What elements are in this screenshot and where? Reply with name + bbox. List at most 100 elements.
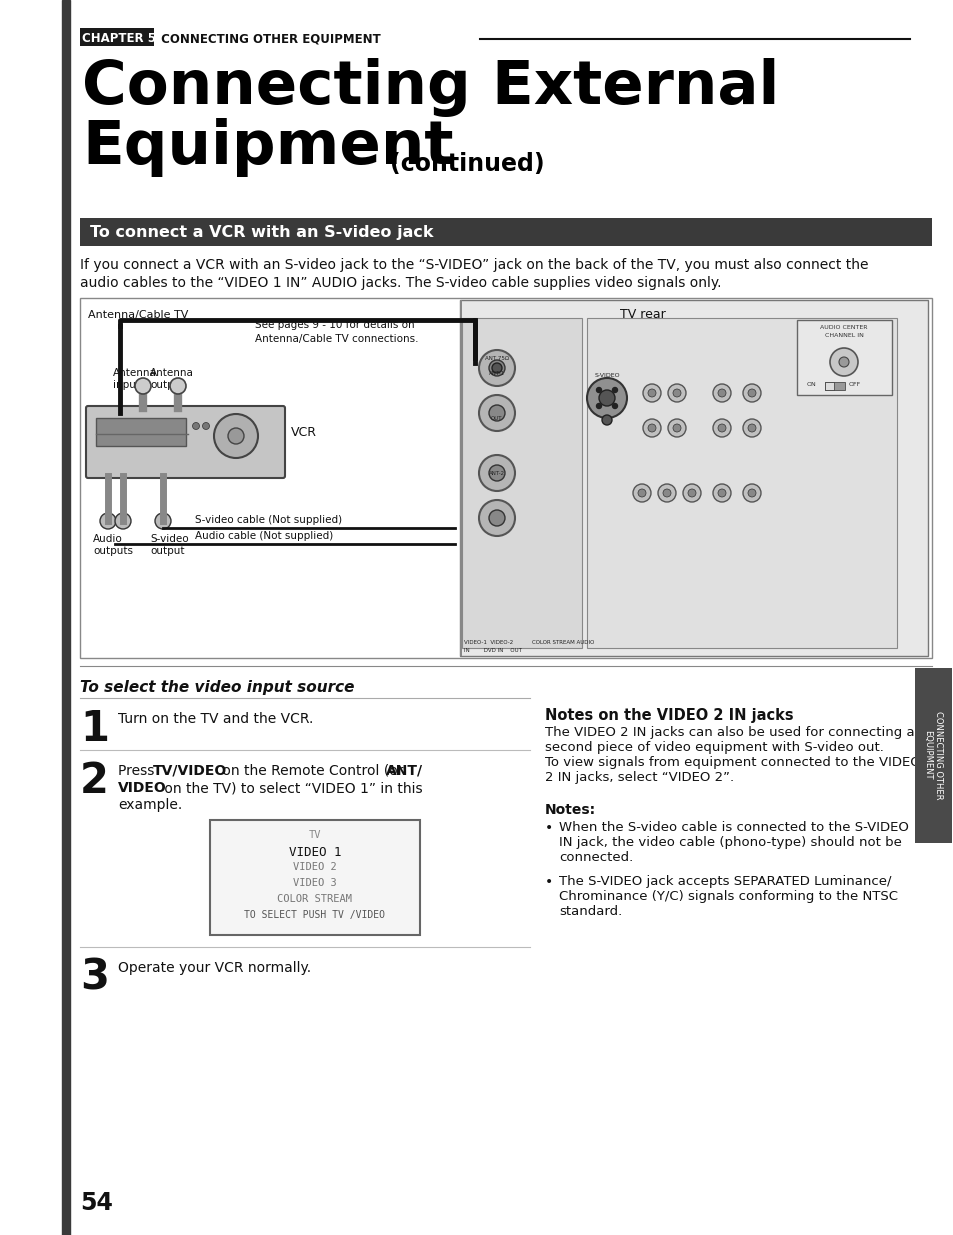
Text: OFF: OFF — [848, 382, 861, 387]
Text: IN        DVD IN    OUT: IN DVD IN OUT — [463, 648, 521, 653]
Circle shape — [154, 513, 171, 529]
Circle shape — [662, 489, 670, 496]
Text: VIDEO 2: VIDEO 2 — [293, 862, 336, 872]
Text: TO SELECT PUSH TV /VIDEO: TO SELECT PUSH TV /VIDEO — [244, 910, 385, 920]
Text: Audio cable (Not supplied): Audio cable (Not supplied) — [194, 531, 333, 541]
Bar — [796, 320, 891, 395]
Text: second piece of video equipment with S-video out.: second piece of video equipment with S-v… — [544, 741, 882, 755]
Circle shape — [838, 357, 848, 367]
Circle shape — [747, 489, 755, 496]
Circle shape — [478, 454, 515, 492]
Text: •: • — [544, 876, 553, 889]
Text: audio cables to the “VIDEO 1 IN” AUDIO jacks. The S-video cable supplies video s: audio cables to the “VIDEO 1 IN” AUDIO j… — [80, 275, 720, 290]
Text: TV/VIDEO: TV/VIDEO — [152, 764, 227, 778]
Bar — [80, 28, 153, 46]
Text: standard.: standard. — [558, 905, 621, 918]
Text: If you connect a VCR with an S-video jack to the “S-VIDEO” jack on the back of t: If you connect a VCR with an S-video jac… — [80, 258, 867, 272]
Circle shape — [478, 500, 515, 536]
Circle shape — [742, 419, 760, 437]
Text: AUDIO CENTER: AUDIO CENTER — [820, 325, 867, 330]
Text: To view signals from equipment connected to the VIDEO: To view signals from equipment connected… — [544, 756, 920, 769]
Circle shape — [228, 429, 244, 445]
Text: ANT-1: ANT-1 — [489, 370, 504, 375]
Bar — [210, 820, 419, 935]
Circle shape — [718, 489, 725, 496]
Text: VIDEO-1  VIDEO-2: VIDEO-1 VIDEO-2 — [463, 640, 513, 645]
Text: CHANNEL IN: CHANNEL IN — [823, 333, 862, 338]
Text: Chrominance (Y/C) signals conforming to the NTSC: Chrominance (Y/C) signals conforming to … — [558, 890, 897, 903]
Circle shape — [489, 405, 504, 421]
Circle shape — [742, 384, 760, 403]
Circle shape — [586, 378, 626, 417]
Text: OUT: OUT — [491, 416, 502, 421]
Text: ON: ON — [806, 382, 816, 387]
Text: S-VIDEO: S-VIDEO — [594, 373, 619, 378]
Circle shape — [612, 404, 617, 409]
Circle shape — [647, 424, 656, 432]
FancyBboxPatch shape — [86, 406, 285, 478]
Circle shape — [742, 484, 760, 501]
Circle shape — [478, 350, 515, 387]
Circle shape — [658, 484, 676, 501]
Circle shape — [667, 384, 685, 403]
Text: 54: 54 — [80, 1191, 112, 1215]
Circle shape — [596, 388, 601, 393]
Circle shape — [202, 422, 210, 430]
Text: VIDEO 1: VIDEO 1 — [289, 846, 341, 860]
Bar — [461, 317, 581, 648]
Circle shape — [672, 424, 680, 432]
Text: connected.: connected. — [558, 851, 633, 864]
Text: Audio
outputs: Audio outputs — [92, 534, 132, 556]
Text: S-video
output: S-video output — [150, 534, 189, 556]
Text: COLOR STREAM AUDIO: COLOR STREAM AUDIO — [532, 640, 594, 645]
Text: VIDEO 3: VIDEO 3 — [293, 878, 336, 888]
Bar — [80, 219, 931, 246]
Text: CHAPTER 5: CHAPTER 5 — [82, 32, 156, 46]
Circle shape — [687, 489, 696, 496]
Circle shape — [492, 363, 501, 373]
Text: Equipment: Equipment — [82, 119, 453, 177]
Circle shape — [667, 419, 685, 437]
Text: Antenna
input: Antenna input — [112, 368, 156, 389]
Circle shape — [672, 389, 680, 396]
Text: Antenna
output: Antenna output — [150, 368, 193, 389]
Text: ANT-2: ANT-2 — [489, 471, 504, 475]
Bar — [459, 300, 927, 656]
Text: Antenna/Cable TV connections.: Antenna/Cable TV connections. — [254, 333, 418, 345]
Bar — [586, 317, 896, 648]
Circle shape — [718, 424, 725, 432]
Text: Turn on the TV and the VCR.: Turn on the TV and the VCR. — [118, 713, 313, 726]
Text: TV rear: TV rear — [619, 308, 665, 321]
Circle shape — [829, 348, 857, 375]
Bar — [62, 0, 70, 1235]
Text: TV: TV — [309, 830, 321, 840]
Text: S-video cable (Not supplied): S-video cable (Not supplied) — [194, 515, 342, 525]
Text: 1: 1 — [80, 708, 109, 750]
Text: 2: 2 — [80, 760, 109, 802]
Circle shape — [489, 510, 504, 526]
Circle shape — [712, 419, 730, 437]
Text: See pages 9 - 10 for details on: See pages 9 - 10 for details on — [254, 320, 415, 330]
Text: IN jack, the video cable (phono-type) should not be: IN jack, the video cable (phono-type) sh… — [558, 836, 901, 848]
Text: VCR: VCR — [291, 426, 316, 440]
Text: COLOR STREAM: COLOR STREAM — [277, 894, 352, 904]
Bar — [459, 300, 461, 656]
Text: CONNECTING OTHER
EQUIPMENT: CONNECTING OTHER EQUIPMENT — [923, 711, 942, 799]
Circle shape — [489, 466, 504, 480]
Text: 3: 3 — [80, 957, 109, 999]
Circle shape — [612, 388, 617, 393]
Circle shape — [596, 404, 601, 409]
Circle shape — [478, 395, 515, 431]
Circle shape — [115, 513, 131, 529]
Text: on the Remote Control (or: on the Remote Control (or — [218, 764, 408, 778]
Circle shape — [193, 422, 199, 430]
Text: The VIDEO 2 IN jacks can also be used for connecting a: The VIDEO 2 IN jacks can also be used fo… — [544, 726, 914, 739]
Bar — [824, 382, 844, 390]
Circle shape — [633, 484, 650, 501]
Text: Press: Press — [118, 764, 158, 778]
Text: •: • — [544, 821, 553, 835]
Text: example.: example. — [118, 798, 182, 811]
Circle shape — [489, 359, 504, 375]
Text: ANT 75Ω: ANT 75Ω — [484, 356, 509, 361]
Circle shape — [647, 389, 656, 396]
